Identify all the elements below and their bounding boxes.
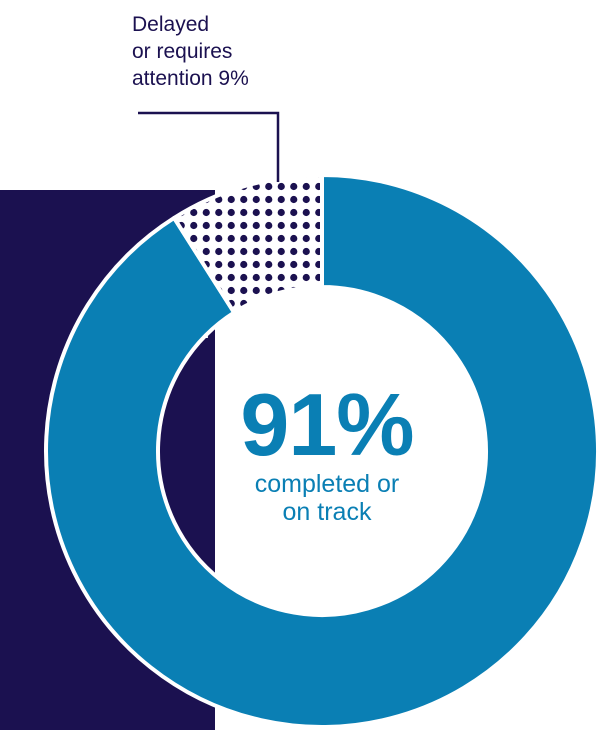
callout-label: Delayed or requires attention 9% (132, 11, 332, 92)
center-value: 91% (197, 380, 457, 470)
callout-line: or requires (132, 38, 332, 65)
callout-line: attention 9% (132, 65, 332, 92)
center-label: 91% completed or on track (197, 380, 457, 526)
callout-leader-line (138, 113, 278, 182)
center-subtitle-line: completed or (197, 470, 457, 498)
callout-line: Delayed (132, 11, 332, 38)
center-subtitle-line: on track (197, 498, 457, 526)
